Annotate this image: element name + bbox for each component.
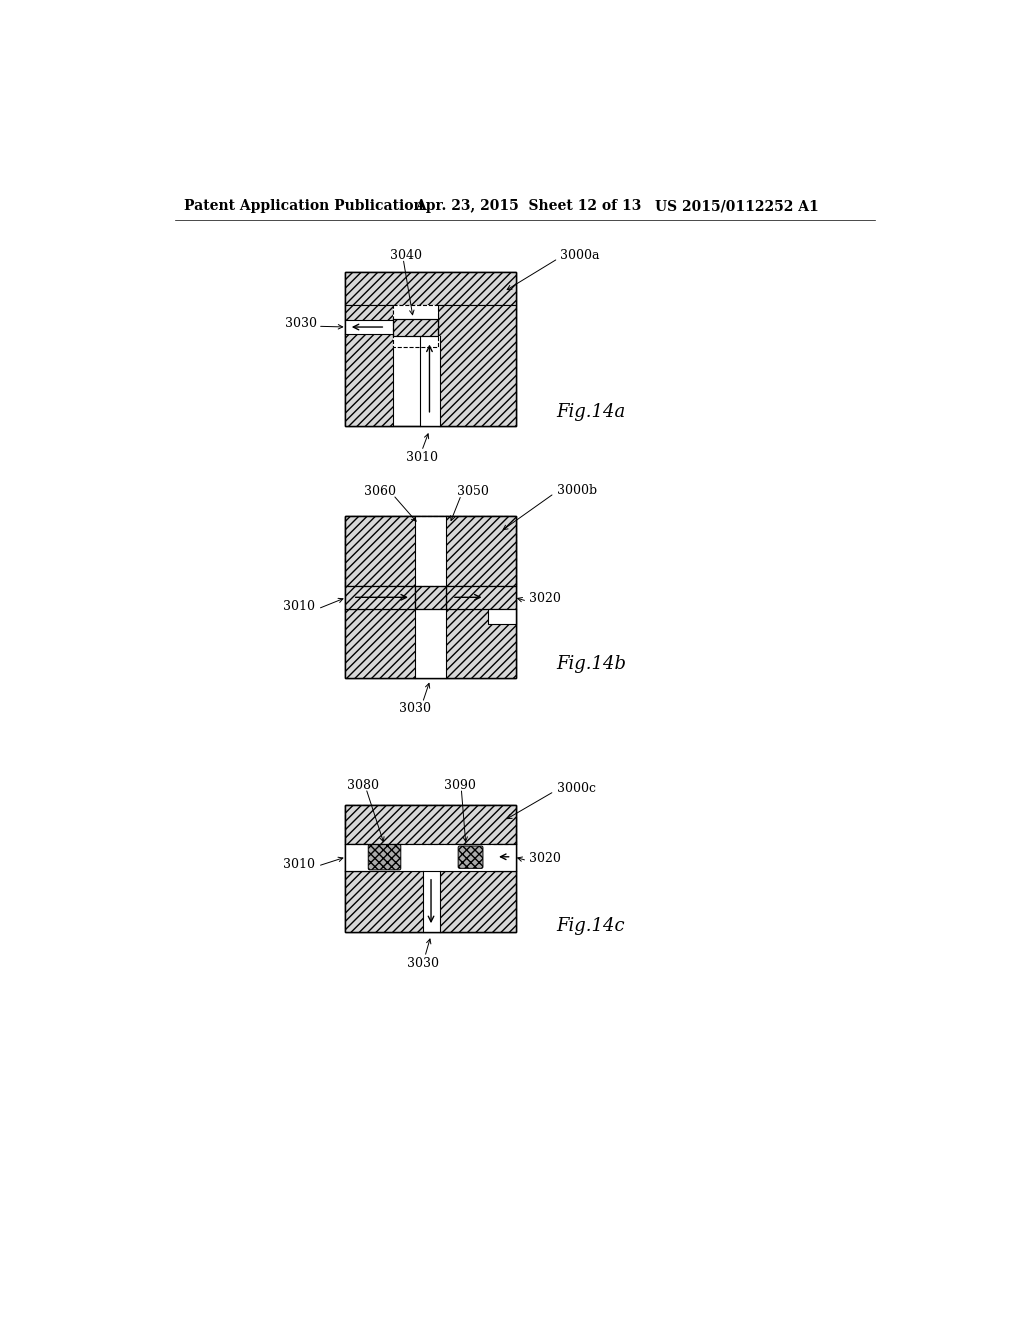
Bar	[345, 843, 367, 871]
Text: Fig.14b: Fig.14b	[556, 655, 626, 673]
Bar	[345, 805, 515, 843]
Bar	[345, 516, 515, 586]
Text: 3090: 3090	[444, 779, 476, 792]
Bar	[393, 305, 438, 347]
Text: 3020: 3020	[529, 851, 561, 865]
FancyBboxPatch shape	[458, 846, 483, 869]
Text: 3080: 3080	[346, 779, 379, 792]
Text: 3010: 3010	[283, 601, 315, 612]
Bar	[494, 843, 515, 871]
Bar	[345, 321, 393, 334]
Text: 3000b: 3000b	[557, 483, 597, 496]
Text: 3040: 3040	[390, 249, 422, 261]
Bar	[345, 609, 515, 678]
Bar	[345, 272, 515, 426]
Bar	[345, 516, 515, 586]
Text: 3060: 3060	[365, 486, 396, 499]
Bar	[345, 805, 515, 932]
Bar	[415, 586, 445, 609]
Bar	[438, 305, 515, 426]
Bar	[345, 843, 367, 871]
Bar	[345, 305, 393, 426]
Bar	[345, 272, 515, 426]
Bar	[420, 335, 439, 426]
Text: 3030: 3030	[399, 702, 431, 715]
Text: 3010: 3010	[283, 858, 315, 871]
Text: 3010: 3010	[407, 450, 438, 463]
Bar	[415, 516, 445, 678]
Text: 3030: 3030	[407, 957, 439, 970]
Text: Fig.14c: Fig.14c	[556, 917, 625, 935]
Bar	[415, 586, 445, 609]
Bar	[367, 843, 494, 871]
Text: Patent Application Publication: Patent Application Publication	[183, 199, 424, 213]
Bar	[494, 843, 515, 871]
Bar	[345, 516, 515, 678]
Text: 3020: 3020	[529, 593, 561, 606]
Bar	[345, 516, 515, 678]
Bar	[345, 586, 415, 609]
Text: 3000a: 3000a	[560, 249, 600, 261]
FancyBboxPatch shape	[369, 845, 400, 870]
Text: US 2015/0112252 A1: US 2015/0112252 A1	[655, 199, 819, 213]
Text: Fig.14a: Fig.14a	[556, 404, 625, 421]
Bar	[345, 805, 515, 843]
Text: 3000c: 3000c	[557, 781, 596, 795]
Bar	[345, 272, 515, 305]
Bar	[423, 871, 439, 932]
Bar	[393, 318, 438, 335]
Bar	[393, 318, 438, 335]
Bar	[488, 609, 515, 624]
Text: 3050: 3050	[458, 486, 489, 499]
Bar	[345, 871, 515, 932]
Text: Apr. 23, 2015  Sheet 12 of 13: Apr. 23, 2015 Sheet 12 of 13	[415, 199, 641, 213]
Bar	[445, 586, 515, 609]
Bar	[393, 305, 438, 347]
Bar	[345, 805, 515, 932]
Text: 3030: 3030	[285, 317, 316, 330]
